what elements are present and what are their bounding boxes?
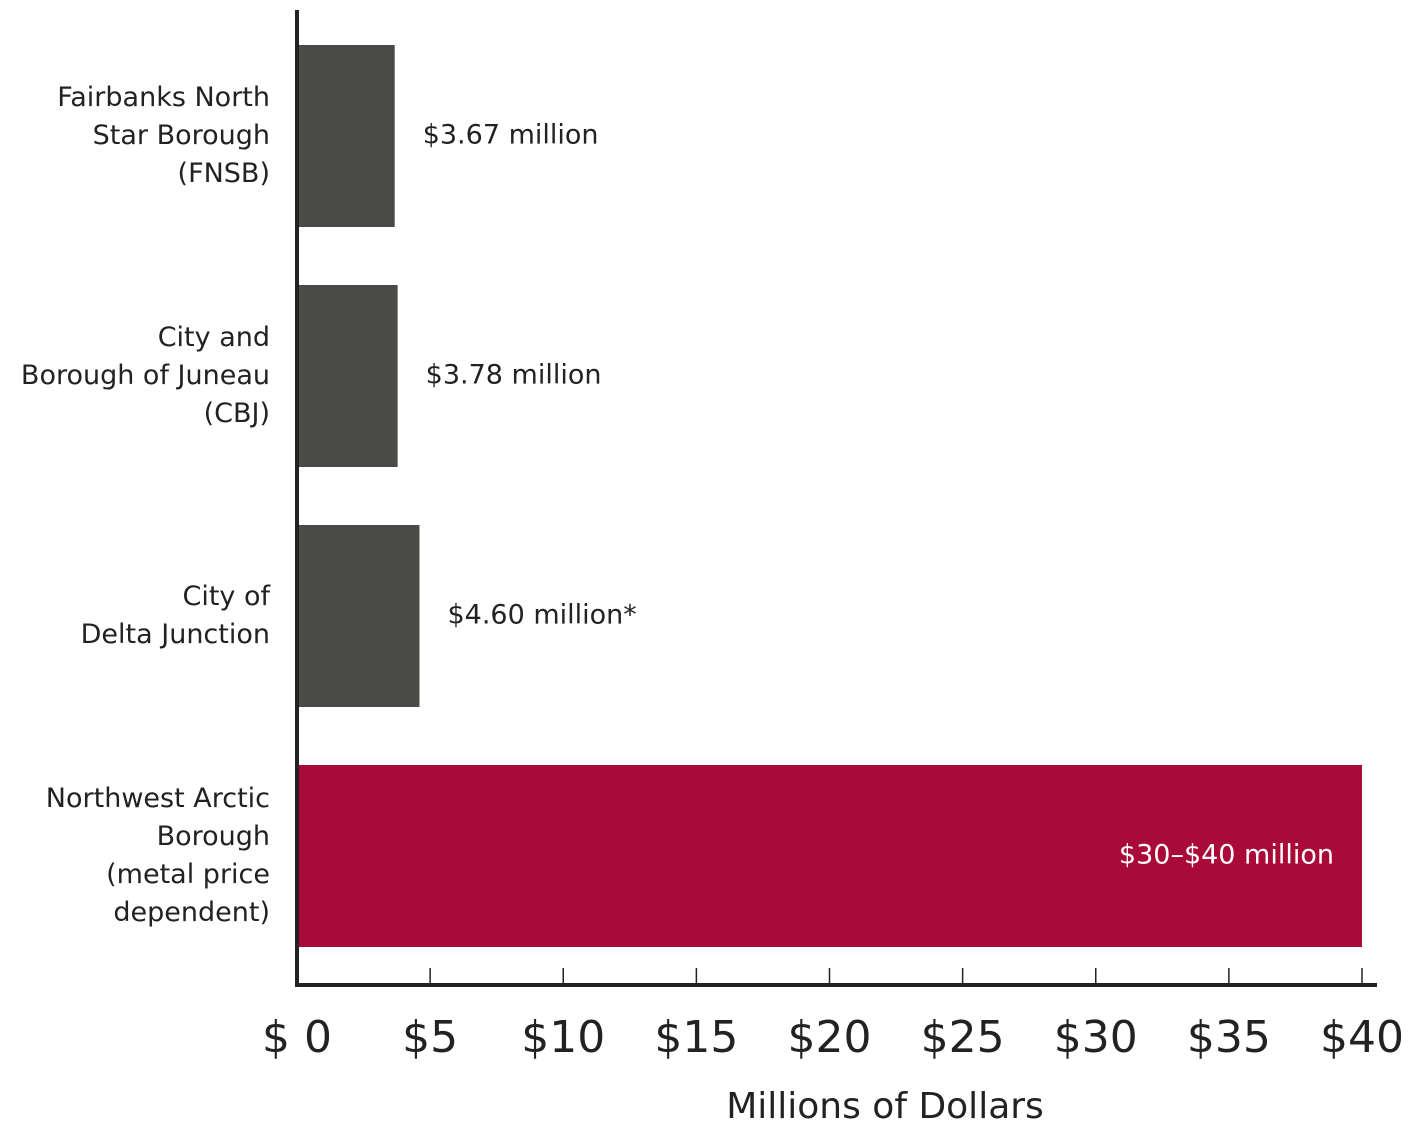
bar xyxy=(297,525,420,707)
x-tick-label: $5 xyxy=(402,1012,458,1063)
bar xyxy=(297,765,1362,947)
value-label: $30–$40 million xyxy=(1119,840,1334,871)
x-tick-label: $30 xyxy=(1054,1012,1138,1063)
x-tick-label: $10 xyxy=(521,1012,605,1063)
x-tick-label: $15 xyxy=(654,1012,738,1063)
bar xyxy=(297,45,395,227)
x-tick-label: $40 xyxy=(1320,1012,1404,1063)
value-label: $4.60 million* xyxy=(447,600,636,631)
category-label: City of Delta Junction xyxy=(80,581,270,650)
x-tick-label: $35 xyxy=(1187,1012,1271,1063)
category-label: Northwest Arctic Borough (metal price de… xyxy=(45,783,270,928)
category-label: Fairbanks North Star Borough (FNSB) xyxy=(57,82,270,189)
bar xyxy=(297,285,398,467)
value-label: $3.78 million xyxy=(426,360,602,391)
x-tick-label: $ 0 xyxy=(262,1012,332,1063)
x-tick-label: $25 xyxy=(921,1012,1005,1063)
x-tick-label: $20 xyxy=(788,1012,872,1063)
category-label: City and Borough of Juneau (CBJ) xyxy=(20,322,270,429)
x-axis-title: Millions of Dollars xyxy=(726,1086,1044,1127)
value-label: $3.67 million xyxy=(423,120,599,151)
